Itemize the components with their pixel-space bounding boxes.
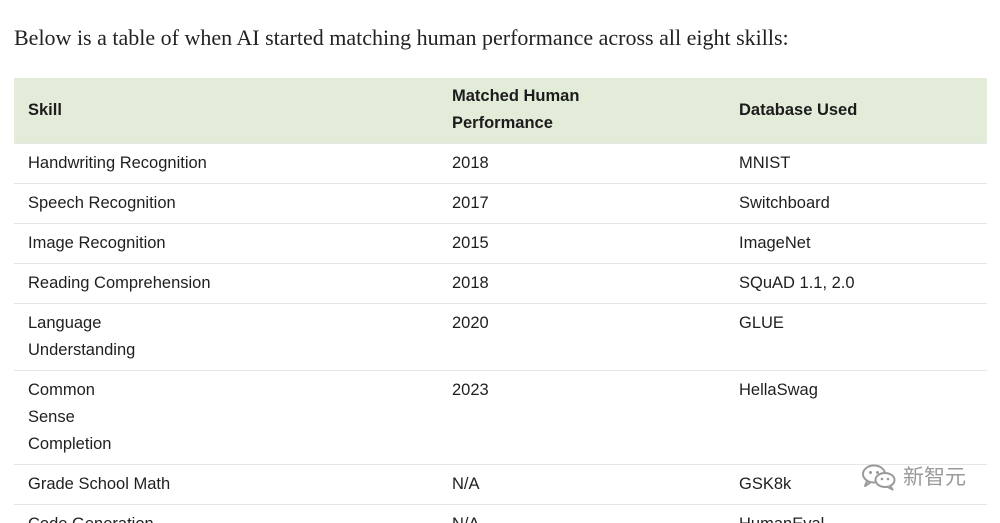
table-row: Language Understanding 2020 GLUE	[14, 302, 987, 370]
header-matched-human-performance: Matched Human Performance	[438, 78, 725, 143]
table-row: Reading Comprehension 2018 SQuAD 1.1, 2.…	[14, 262, 987, 303]
watermark: 新智元	[861, 463, 966, 491]
table-body: Handwriting Recognition 2018 MNIST Speec…	[14, 142, 987, 523]
year-cell: 2023	[438, 369, 725, 464]
year-cell: 2018	[438, 262, 725, 303]
skills-table: Skill Matched Human Performance Database…	[14, 78, 987, 523]
database-cell: HellaSwag	[725, 369, 987, 464]
database-cell: GLUE	[725, 302, 987, 370]
skill-cell: Grade School Math	[14, 463, 438, 504]
database-cell: HumanEval	[725, 503, 987, 523]
header-database-used: Database Used	[725, 78, 987, 143]
database-cell: MNIST	[725, 142, 987, 183]
skill-cell: Common Sense Completion	[14, 369, 438, 464]
table-row: Common Sense Completion 2023 HellaSwag	[14, 369, 987, 464]
skill-cell: Speech Recognition	[14, 182, 438, 223]
table-row: Grade School Math N/A GSK8k	[14, 463, 987, 504]
year-cell: N/A	[438, 463, 725, 504]
table-row: Speech Recognition 2017 Switchboard	[14, 182, 987, 223]
wechat-icon	[861, 463, 897, 491]
intro-text: Below is a table of when AI started matc…	[14, 25, 789, 50]
table-row: Code Generation N/A HumanEval	[14, 503, 987, 523]
database-cell: Switchboard	[725, 182, 987, 223]
skill-cell: Handwriting Recognition	[14, 142, 438, 183]
header-skill: Skill	[14, 78, 438, 143]
skill-cell: Language Understanding	[14, 302, 438, 370]
skill-cell: Reading Comprehension	[14, 262, 438, 303]
table-row: Handwriting Recognition 2018 MNIST	[14, 142, 987, 183]
year-cell: 2020	[438, 302, 725, 370]
table-header: Skill Matched Human Performance Database…	[14, 78, 987, 143]
database-cell: ImageNet	[725, 222, 987, 263]
year-cell: 2015	[438, 222, 725, 263]
year-cell: 2018	[438, 142, 725, 183]
database-cell: GSK8k	[725, 463, 987, 504]
header-row: Skill Matched Human Performance Database…	[14, 78, 987, 143]
table-row: Image Recognition 2015 ImageNet	[14, 222, 987, 263]
year-cell: N/A	[438, 503, 725, 523]
skill-cell: Image Recognition	[14, 222, 438, 263]
watermark-text: 新智元	[903, 465, 966, 489]
year-cell: 2017	[438, 182, 725, 223]
database-cell: SQuAD 1.1, 2.0	[725, 262, 987, 303]
skill-cell: Code Generation	[14, 503, 438, 523]
